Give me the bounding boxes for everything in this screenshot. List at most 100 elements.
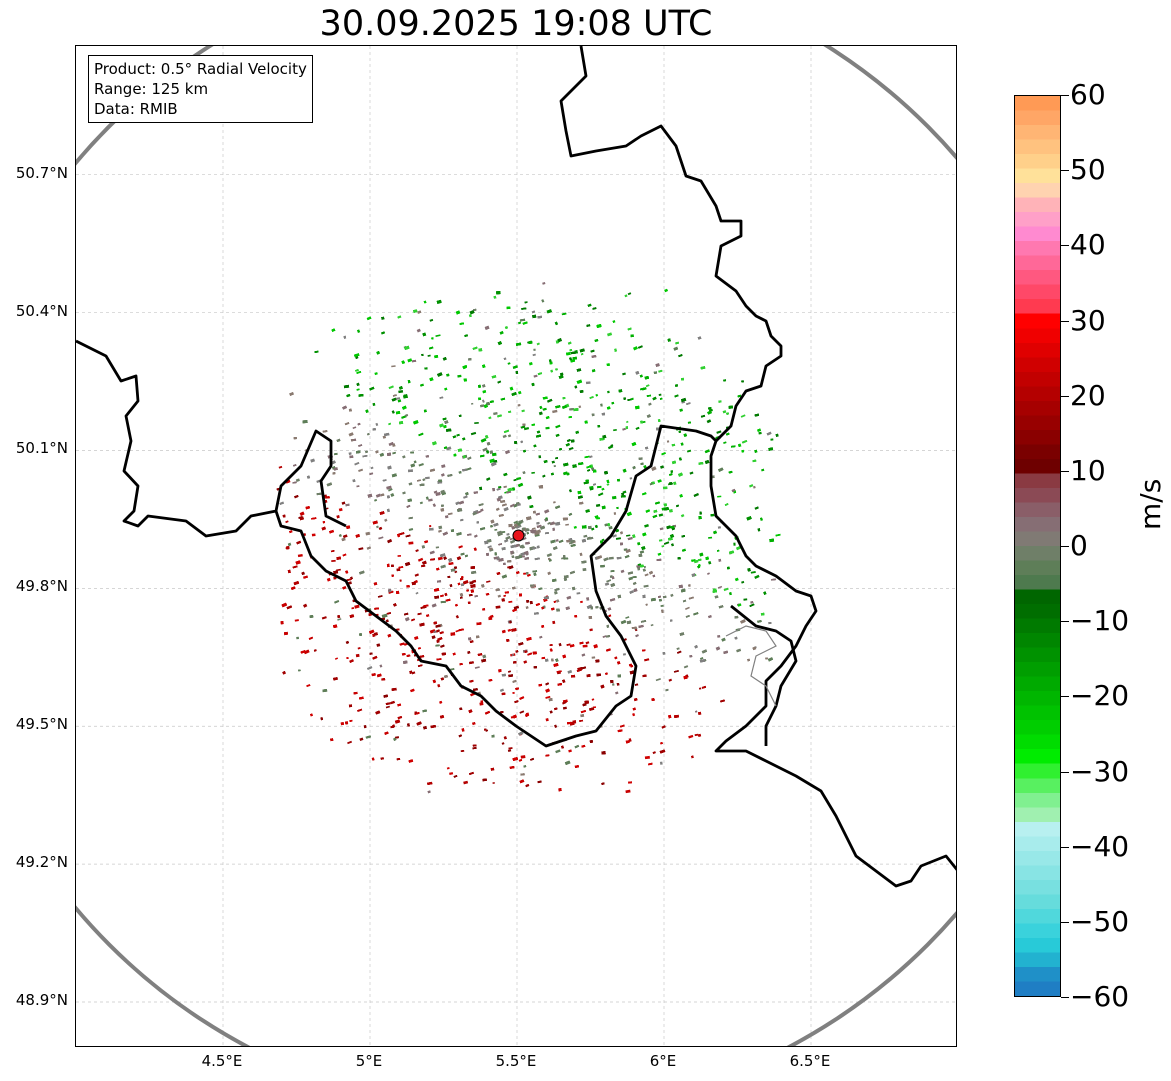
velocity-echo — [726, 412, 730, 415]
velocity-echo — [614, 348, 617, 352]
velocity-echo — [517, 390, 522, 395]
velocity-echo — [292, 481, 297, 484]
velocity-echo — [358, 394, 364, 397]
velocity-echo — [512, 608, 518, 613]
velocity-echo — [572, 464, 577, 468]
velocity-echo — [562, 517, 568, 521]
velocity-echo — [728, 470, 733, 474]
velocity-echo — [316, 492, 322, 496]
velocity-echo — [737, 394, 742, 398]
velocity-echo — [632, 576, 637, 579]
velocity-echo — [534, 531, 540, 536]
velocity-echo — [381, 316, 385, 320]
velocity-echo — [342, 586, 347, 590]
velocity-echo — [532, 651, 537, 655]
velocity-echo — [493, 411, 498, 416]
velocity-echo — [388, 422, 392, 426]
velocity-echo — [568, 512, 573, 516]
velocity-echo — [581, 560, 587, 564]
velocity-echo — [401, 415, 407, 419]
velocity-echo — [580, 714, 585, 718]
velocity-echo — [380, 757, 384, 760]
velocity-echo — [566, 439, 571, 443]
velocity-echo — [520, 773, 525, 776]
velocity-echo — [337, 618, 342, 621]
velocity-echo — [406, 584, 410, 588]
velocity-echo — [653, 371, 658, 374]
velocity-echo — [393, 603, 397, 607]
velocity-echo — [495, 588, 500, 592]
velocity-echo — [583, 481, 589, 485]
velocity-echo — [729, 592, 732, 596]
velocity-echo — [617, 729, 623, 733]
velocity-echo — [683, 665, 689, 669]
velocity-echo — [437, 556, 443, 561]
velocity-echo — [559, 372, 564, 376]
velocity-echo — [482, 778, 487, 782]
velocity-echo — [497, 414, 502, 418]
velocity-echo — [441, 504, 444, 507]
velocity-echo — [289, 392, 294, 396]
velocity-echo — [627, 292, 632, 296]
velocity-echo — [480, 454, 485, 458]
velocity-echo — [741, 449, 745, 453]
velocity-echo — [467, 601, 471, 604]
velocity-echo — [346, 525, 351, 530]
velocity-echo — [439, 423, 444, 428]
velocity-echo — [398, 386, 403, 390]
velocity-echo — [610, 570, 615, 573]
velocity-echo — [503, 594, 506, 597]
velocity-echo — [545, 695, 551, 699]
velocity-echo — [365, 450, 369, 454]
velocity-echo — [521, 409, 525, 413]
velocity-echo — [620, 569, 625, 574]
velocity-echo — [533, 374, 538, 378]
velocity-echoes — [276, 282, 781, 794]
velocity-echo — [552, 578, 557, 582]
velocity-echo — [406, 654, 411, 657]
velocity-echo — [480, 508, 484, 512]
velocity-echo — [723, 379, 727, 382]
velocity-echo — [639, 564, 644, 568]
velocity-echo — [722, 410, 727, 414]
velocity-echo — [433, 588, 440, 592]
velocity-echo — [519, 696, 525, 700]
velocity-echo — [656, 558, 662, 561]
velocity-echo — [718, 558, 722, 562]
velocity-echo — [585, 509, 590, 513]
velocity-echo — [295, 478, 300, 482]
velocity-echo — [649, 570, 654, 575]
velocity-echo — [498, 514, 504, 517]
velocity-echo — [538, 524, 542, 528]
velocity-echo — [448, 562, 454, 565]
velocity-echo — [515, 650, 519, 653]
velocity-echo — [388, 442, 394, 446]
velocity-echo — [482, 364, 486, 368]
velocity-echo — [311, 517, 317, 520]
velocity-echo — [476, 622, 482, 626]
velocity-echo — [500, 711, 504, 714]
velocity-echo — [558, 788, 562, 792]
velocity-echo — [680, 513, 685, 518]
velocity-echo — [397, 399, 402, 403]
velocity-echo — [450, 529, 455, 532]
velocity-echo — [511, 653, 515, 656]
velocity-echo — [522, 321, 528, 325]
velocity-echo — [517, 321, 522, 325]
velocity-echo — [620, 542, 624, 546]
velocity-echo — [587, 303, 592, 307]
velocity-echo — [386, 508, 390, 513]
velocity-echo — [396, 590, 400, 594]
velocity-echo — [557, 682, 563, 686]
velocity-echo — [472, 579, 477, 583]
radar-map[interactable] — [75, 45, 957, 1047]
velocity-echo — [461, 576, 464, 579]
velocity-echo — [433, 630, 437, 634]
velocity-echo — [530, 757, 535, 761]
velocity-echo — [640, 462, 644, 465]
velocity-echo — [488, 679, 493, 682]
velocity-echo — [533, 444, 537, 448]
velocity-echo — [526, 516, 532, 521]
velocity-echo — [529, 505, 534, 508]
velocity-echo — [707, 410, 712, 415]
